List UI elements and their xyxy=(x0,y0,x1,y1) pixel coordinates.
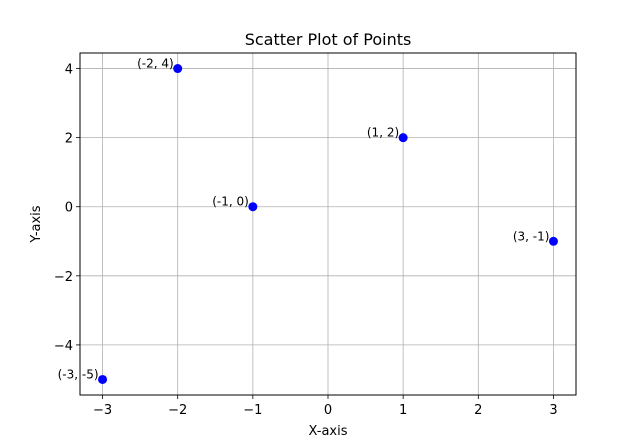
x-tick-label: 0 xyxy=(324,403,332,418)
x-axis-label: X-axis xyxy=(309,424,348,439)
data-point-label: (-3, -5) xyxy=(58,367,99,381)
data-point xyxy=(548,236,558,246)
data-point xyxy=(98,374,108,384)
y-tick-label: 0 xyxy=(65,201,73,216)
data-point xyxy=(398,133,408,143)
y-tick-label: −2 xyxy=(54,270,73,285)
y-tick-label: 4 xyxy=(65,63,73,78)
grid-lines xyxy=(80,53,576,395)
plot-frame xyxy=(79,52,577,396)
x-tick-label: −1 xyxy=(243,403,262,418)
data-point-label: (3, -1) xyxy=(513,229,550,243)
data-point-label: (-1, 0) xyxy=(212,195,249,209)
x-tick-label: −3 xyxy=(93,403,112,418)
y-tick-label: −4 xyxy=(54,339,73,354)
axis-ticks: −3 −2 −1 0 1 2 3 −4 −2 0 2 4 xyxy=(54,63,558,418)
x-tick-label: 3 xyxy=(549,403,557,418)
y-axis-label: Y-axis xyxy=(29,205,44,243)
data-point-label: (1, 2) xyxy=(367,126,399,140)
y-tick-label: 2 xyxy=(65,132,73,147)
x-tick-label: −2 xyxy=(168,403,187,418)
data-points: (1, 2) (-2, 4) (3, -1) (-1, 0) (-3, -5) xyxy=(58,57,558,384)
chart-title: Scatter Plot of Points xyxy=(245,30,412,49)
data-point xyxy=(173,64,183,74)
data-point xyxy=(248,202,258,212)
x-tick-label: 2 xyxy=(474,403,482,418)
x-tick-label: 1 xyxy=(399,403,407,418)
data-point-label: (-2, 4) xyxy=(137,57,174,71)
